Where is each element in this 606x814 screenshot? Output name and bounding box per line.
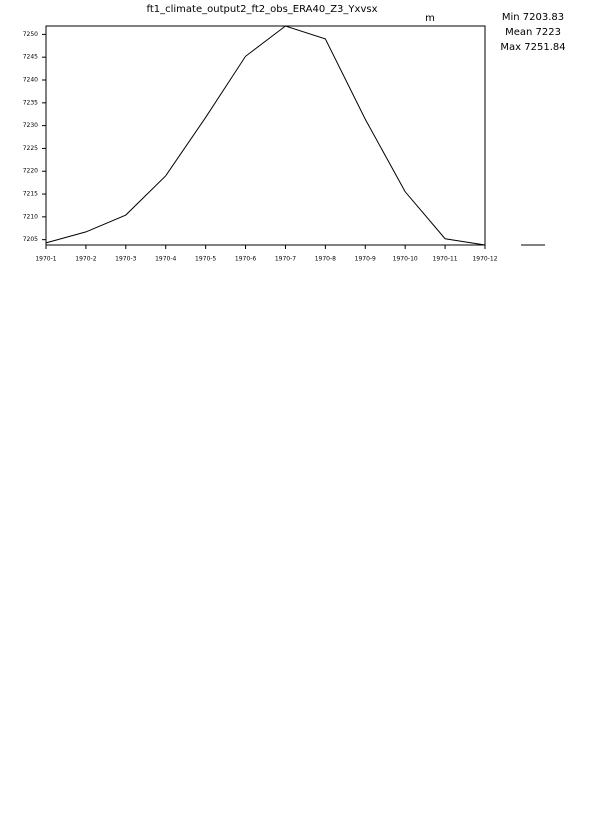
x-tick-label: 1970-2 (75, 256, 96, 263)
y-tick-label: 7225 (23, 145, 38, 152)
y-tick-label: 7215 (23, 191, 38, 198)
x-tick-label: 1970-3 (115, 256, 136, 263)
x-tick-label: 1970-10 (393, 256, 418, 263)
y-tick-label: 7230 (23, 122, 38, 129)
x-tick-label: 1970-4 (155, 256, 176, 263)
x-tick-label: 1970-7 (275, 256, 296, 263)
y-tick-label: 7210 (23, 213, 38, 220)
x-tick-label: 1970-9 (355, 256, 376, 263)
x-tick-label: 1970-1 (35, 256, 56, 263)
data-line (45, 25, 486, 246)
stat-label: Mean 7223 (505, 27, 561, 38)
y-tick-label: 7240 (23, 77, 38, 84)
y-tick-label: 7235 (23, 99, 38, 106)
chart-title: ft1_climate_output2_ft2_obs_ERA40_Z3_Yxv… (147, 4, 378, 15)
y-tick-label: 7205 (23, 236, 38, 243)
unit-label: m (425, 13, 435, 24)
plot-frame (45, 25, 486, 246)
stat-label: Max 7251.84 (500, 42, 565, 53)
x-tick-label: 1970-12 (472, 256, 497, 263)
x-tick-label: 1970-5 (195, 256, 216, 263)
x-tick-label: 1970-8 (315, 256, 336, 263)
x-tick-label: 1970-6 (235, 256, 256, 263)
x-tick-label: 1970-11 (433, 256, 458, 263)
y-tick-label: 7220 (23, 168, 38, 175)
y-tick-label: 7245 (23, 54, 38, 61)
y-tick-label: 7250 (23, 31, 38, 38)
stat-label: Min 7203.83 (502, 12, 564, 23)
